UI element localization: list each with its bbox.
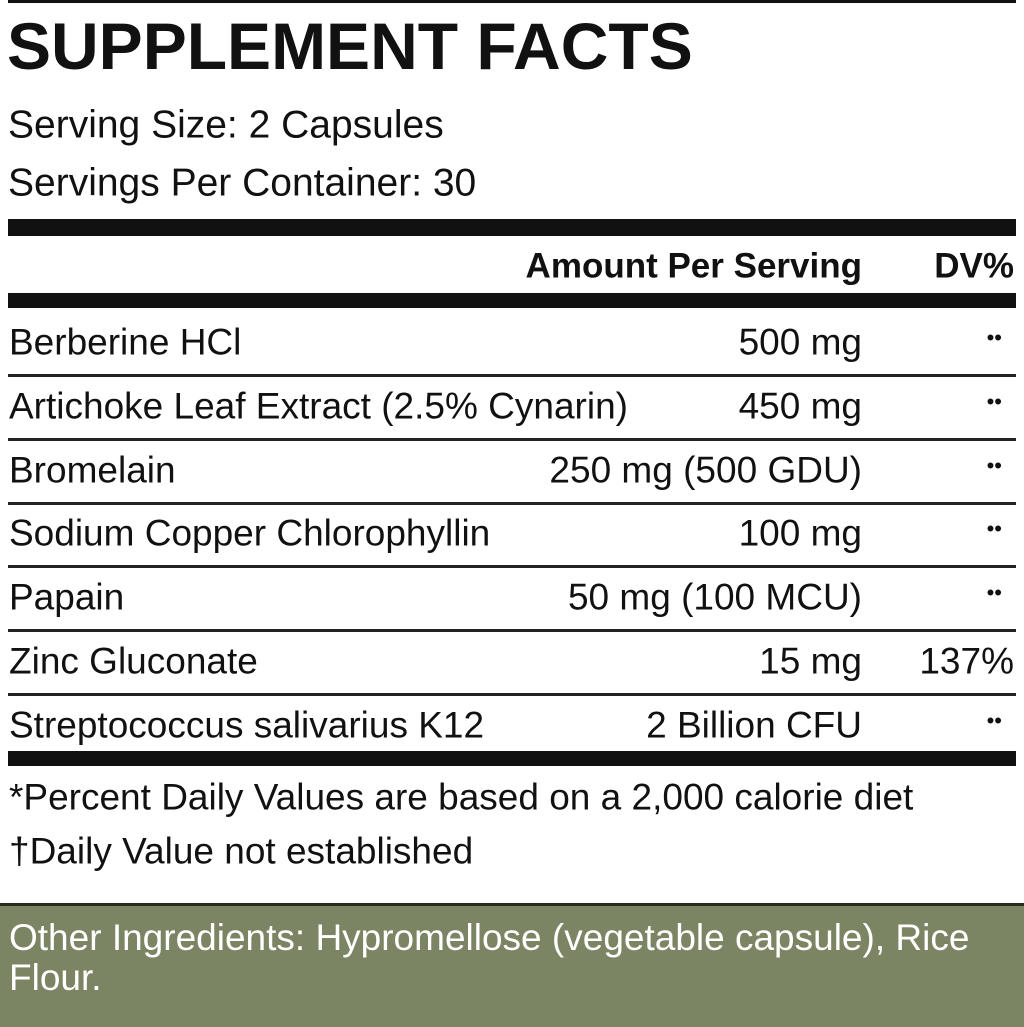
other-ingredients-panel: Other Ingredients: Hypromellose (vegetab… xyxy=(0,903,1024,1027)
column-header: Amount Per Serving xyxy=(525,246,862,286)
row-divider xyxy=(8,501,1016,505)
daily-value: •• xyxy=(986,707,1002,733)
daily-value: 137% xyxy=(919,640,1014,682)
amount: 2 Billion CFU xyxy=(646,704,862,746)
thick-rule xyxy=(8,293,1016,308)
footnote: †Daily Value not established xyxy=(9,830,474,872)
ingredient-name: Papain xyxy=(9,576,125,618)
serving-size: Serving Size: 2 Capsules xyxy=(8,103,444,147)
daily-value: •• xyxy=(986,388,1002,414)
amount: 450 mg xyxy=(738,385,862,427)
row-divider xyxy=(8,565,1016,569)
amount: 15 mg xyxy=(759,640,862,682)
amount: 250 mg (500 GDU) xyxy=(549,449,862,491)
thick-rule xyxy=(8,751,1016,766)
ingredient-name: Bromelain xyxy=(9,449,176,491)
ingredient-name: Streptococcus salivarius K12 xyxy=(9,704,485,746)
daily-value: •• xyxy=(986,516,1002,542)
footnote: *Percent Daily Values are based on a 2,0… xyxy=(9,776,914,818)
title: SUPPLEMENT FACTS xyxy=(7,9,693,83)
amount: 500 mg xyxy=(738,321,862,363)
column-header: DV% xyxy=(934,246,1014,286)
row-divider xyxy=(8,437,1016,441)
daily-value: •• xyxy=(986,325,1002,350)
daily-value: •• xyxy=(986,580,1002,606)
other-ingredients: Other Ingredients: Hypromellose (vegetab… xyxy=(9,917,970,998)
thick-rule xyxy=(8,219,1016,236)
ingredient-name: Zinc Gluconate xyxy=(9,640,258,682)
ingredient-name: Berberine HCl xyxy=(9,321,242,363)
row-divider xyxy=(8,629,1016,633)
amount: 100 mg xyxy=(738,512,862,554)
amount: 50 mg (100 MCU) xyxy=(567,576,862,618)
daily-value: •• xyxy=(986,452,1002,478)
ingredient-name: Artichoke Leaf Extract (2.5% Cynarin) xyxy=(9,385,628,427)
servings-per-container: Servings Per Container: 30 xyxy=(8,161,477,205)
row-divider xyxy=(8,374,1016,377)
ingredient-name: Sodium Copper Chlorophyllin xyxy=(9,512,491,554)
row-divider xyxy=(8,693,1016,696)
top-rule xyxy=(8,0,1016,3)
